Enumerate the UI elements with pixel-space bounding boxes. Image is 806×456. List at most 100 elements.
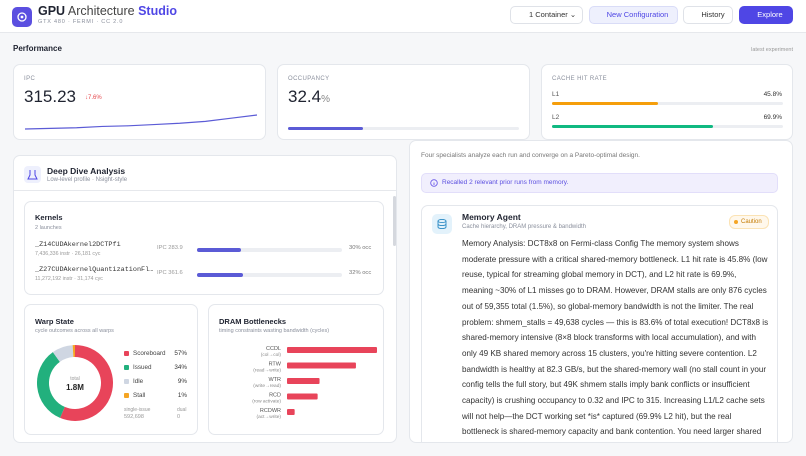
- kernel-ipc: IPC 283.9: [157, 245, 183, 251]
- deep-dive-subtitle: Low-level profile · Nsight-style: [47, 177, 128, 183]
- kernel-occ-label: 30% occ: [349, 245, 372, 251]
- dram-label: RTW: [269, 362, 282, 368]
- explore-button[interactable]: Explore: [739, 6, 793, 24]
- history-button[interactable]: History: [683, 6, 733, 24]
- dram-bar: [287, 362, 356, 369]
- cache-card: CACHE HIT RATE L1 45.8% L2 69.9%: [541, 64, 793, 140]
- agents-panel: Four specialists analyze each run and co…: [409, 140, 793, 443]
- dram-detail: (read→write): [253, 368, 281, 374]
- kernel-occ-track: [197, 248, 342, 252]
- cache-level-value: 45.8%: [763, 91, 782, 98]
- kernel-occ-bar: [197, 273, 244, 277]
- dram-detail: (write→read): [253, 383, 281, 389]
- donut-total-label: total: [70, 376, 79, 382]
- kernel-name: _Z14CUDAkernel2DCTPfi: [35, 241, 121, 249]
- status-text: Caution: [741, 219, 762, 225]
- agent-icon: [432, 214, 452, 234]
- dram-bar: [287, 393, 318, 400]
- occupancy-track: [288, 127, 519, 130]
- occupancy-card: OCCUPANCY 32.4%: [277, 64, 530, 140]
- dram-label: RCDWR: [260, 408, 281, 414]
- kernels-title: Kernels: [35, 213, 63, 222]
- legend-swatch: [124, 379, 129, 384]
- ipc-delta: ↓7.6%: [85, 95, 102, 101]
- kernels-card: Kernels 2 launches _Z14CUDAkernel2DCTPfi…: [24, 201, 384, 295]
- legend-value: 1%: [177, 392, 187, 399]
- button-text: New Configuration: [606, 10, 669, 19]
- agent-card: Memory Agent Cache hierarchy, DRAM press…: [421, 205, 778, 442]
- kernel-stats: 7,436,336 instr · 26,181 cyc: [35, 251, 101, 257]
- kernel-stats: 11,272,192 instr · 31,174 cyc: [35, 276, 103, 282]
- donut-center: [50, 358, 100, 408]
- occupancy-unit: %: [321, 94, 330, 105]
- legend-swatch: [124, 393, 129, 398]
- legend-name: Idle: [133, 378, 144, 385]
- dram-label: WTR: [268, 377, 281, 383]
- dram-bar: [287, 347, 377, 353]
- dram-bar: [287, 378, 320, 384]
- dram-detail: (col→col): [261, 352, 282, 358]
- legend-name: Stall: [133, 392, 146, 399]
- scrollbar: [393, 196, 396, 246]
- legend-value: 34%: [174, 364, 187, 371]
- dram-detail: (act→write): [256, 414, 281, 420]
- new-config-button[interactable]: New Configuration: [589, 6, 678, 24]
- cache-bar: [552, 102, 658, 105]
- kernel-ipc: IPC 361.6: [157, 270, 183, 276]
- dram-bar: [287, 409, 295, 415]
- dram-subtitle: timing constraints wasting bandwidth (cy…: [219, 328, 330, 334]
- occupancy-label: OCCUPANCY: [288, 76, 330, 82]
- cache-level-name: L2: [552, 114, 560, 121]
- sparkline-path: [24, 114, 258, 130]
- dual-label: dual: [177, 407, 187, 413]
- cache-bar: [552, 125, 714, 128]
- recall-banner: [421, 173, 778, 193]
- cache-level-name: L1: [552, 91, 560, 98]
- kernel-name: _Z27CUDAkernelQuantizationFl…: [35, 266, 154, 274]
- button-text: Explore: [757, 10, 783, 19]
- legend-name: Issued: [133, 364, 152, 371]
- donut-segment: [60, 345, 113, 421]
- occupancy-value-row: 32.4%: [288, 87, 330, 107]
- occupancy-bar: [288, 127, 363, 130]
- container-select[interactable]: 1 Container ⌄: [510, 6, 583, 24]
- agent-role: Cache hierarchy, DRAM pressure & bandwid…: [462, 224, 586, 230]
- dram-label: RCD: [269, 393, 281, 399]
- dual-value: 0: [177, 414, 181, 420]
- donut-total: 1.8M: [66, 383, 84, 392]
- logo: [12, 7, 32, 27]
- legend-value: 9%: [177, 378, 187, 385]
- divider: [14, 190, 396, 191]
- donut-segment: [52, 345, 74, 363]
- warp-title: Warp State: [35, 317, 74, 326]
- dram-label: CCDL: [266, 346, 281, 352]
- brand: GPU Architecture Studio: [38, 4, 177, 18]
- brand-subtitle: GTX 480 · FERMI · CC 2.0: [38, 19, 124, 25]
- deep-dive-title: Deep Dive Analysis: [47, 166, 126, 176]
- sparkline: [24, 114, 258, 130]
- legend-swatch: [124, 351, 129, 356]
- status-dot: [734, 220, 738, 224]
- cache-track: [552, 102, 783, 105]
- ipc-card: IPC 315.23 ↓7.6%: [13, 64, 266, 140]
- legend-name: Scoreboard: [133, 350, 166, 357]
- legend-value: 57%: [174, 350, 187, 357]
- kernel-occ-label: 32% occ: [349, 270, 372, 276]
- dram-card: DRAM Bottlenecks timing constraints wast…: [208, 304, 384, 435]
- cache-level-value: 69.9%: [763, 114, 782, 121]
- section-note: latest experiment: [751, 47, 793, 53]
- recall-icon: [430, 179, 438, 187]
- dram-chart: CCDL(col→col) RTW(read→write) WTR(write→re…: [252, 346, 377, 420]
- donut-segment: [37, 352, 66, 418]
- legend-swatch: [124, 365, 129, 370]
- agents-intro: Four specialists analyze each run and co…: [421, 152, 640, 159]
- deep-dive-icon: [24, 166, 41, 183]
- dram-detail: (row activate): [252, 399, 281, 405]
- ipc-value: 315.23: [24, 87, 76, 106]
- agent-report: Memory Analysis: DCT8x8 on Fermi-class C…: [462, 239, 769, 437]
- brand-mid: Architecture: [67, 4, 135, 18]
- section-title: Performance: [13, 44, 62, 53]
- warp-card: Warp State cycle outcomes across all war…: [24, 304, 198, 435]
